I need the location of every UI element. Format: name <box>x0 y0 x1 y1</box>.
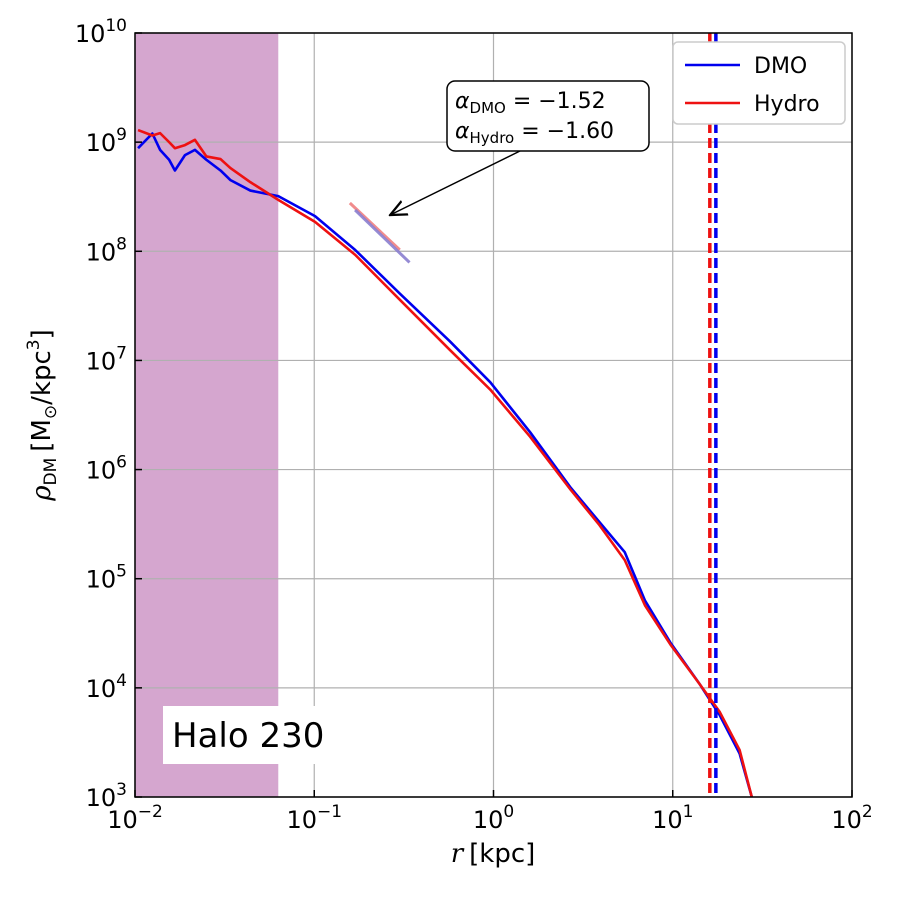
y-tick-label: 109 <box>86 125 127 157</box>
halo-label-background <box>163 706 330 764</box>
x-label-unit: [kpc] <box>469 839 535 869</box>
annotation-frame <box>446 80 650 152</box>
data-line <box>137 128 754 797</box>
y-label-sub: ⊙ <box>41 405 61 419</box>
x-tick-label: 101 <box>652 802 693 834</box>
y-tick-label: 104 <box>86 671 127 703</box>
legend: DMO Hydro <box>672 41 846 125</box>
x-tick-label: 100 <box>473 802 514 834</box>
data-line <box>137 132 754 797</box>
annotation-sub: DMO <box>470 99 506 117</box>
annotation-sub: Hydro <box>470 129 515 147</box>
halo-label-box: Halo 230 <box>163 706 330 764</box>
x-label-symbol: r <box>451 839 465 869</box>
y-label-unit: ] <box>27 329 57 339</box>
halo-label: Halo 230 <box>172 716 324 756</box>
annotation-line: αHydro = −1.60 <box>455 119 614 147</box>
x-tick-label: 102 <box>831 802 872 834</box>
annotation-value: = −1.60 <box>514 119 614 144</box>
y-label-sub: DM <box>41 458 61 486</box>
y-label-unit: /kpc <box>27 350 57 405</box>
annotation-box: αDMO = −1.52 αHydro = −1.60 <box>446 80 650 152</box>
legend-label: DMO <box>754 54 807 79</box>
shaded-region <box>135 33 279 797</box>
annotation-value: = −1.52 <box>506 89 606 114</box>
y-label-sup: 3 <box>24 339 44 350</box>
y-label-symbol: ρ <box>27 485 57 502</box>
x-tick-label: 10−2 <box>107 802 163 834</box>
x-tick-label: 10−1 <box>286 802 342 834</box>
y-tick-label: 106 <box>86 453 127 485</box>
y-tick-label: 108 <box>86 234 127 266</box>
annotation-symbol: α <box>455 119 470 144</box>
y-tick-label: 103 <box>86 780 127 812</box>
annotation-arrow <box>390 150 521 215</box>
annotation-symbol: α <box>455 89 470 114</box>
y-label-unit: [M <box>27 419 57 452</box>
x-axis-label: r [kpc] <box>451 839 536 869</box>
y-tick-label: 105 <box>86 562 127 594</box>
slope-line <box>354 208 411 264</box>
y-tick-label: 1010 <box>75 16 127 48</box>
axes: 10−2 10−1 100 101 102 103 104 105 106 107 108 109 10… <box>75 16 873 834</box>
annotation-line: αDMO = −1.52 <box>455 89 606 117</box>
legend-label: Hydro <box>754 92 820 117</box>
plot-area <box>137 33 754 797</box>
y-tick-label: 107 <box>86 343 127 375</box>
slope-line <box>348 201 401 251</box>
y-axis-label: ρDM [M⊙/kpc3] <box>24 329 61 502</box>
